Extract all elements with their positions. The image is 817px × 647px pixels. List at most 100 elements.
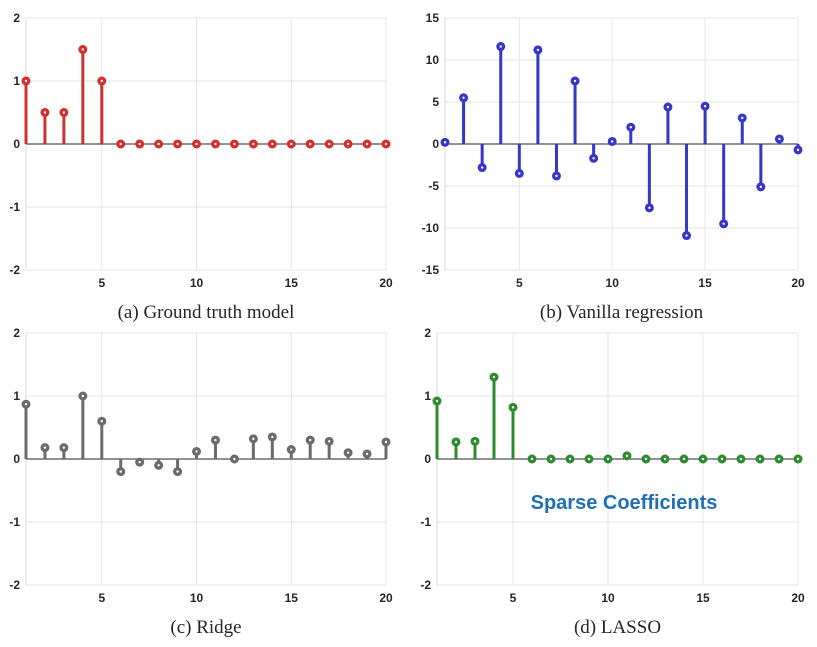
y-tick-label-a: 0: [13, 137, 20, 151]
y-tick-label-c: 2: [13, 326, 20, 340]
stem-marker-center-d: [701, 457, 705, 461]
stem-marker-center-a: [176, 142, 179, 146]
stem-marker-center-b: [462, 96, 465, 100]
stem-marker-center-c: [214, 438, 217, 442]
y-tick-label-d: 1: [424, 389, 431, 403]
x-tick-label-b: 15: [698, 276, 712, 290]
stem-marker-center-d: [549, 457, 553, 461]
stem-marker-center-c: [62, 446, 66, 449]
y-tick-label-b: 15: [426, 11, 440, 25]
stem-marker-center-d: [606, 457, 610, 461]
stem-marker-center-a: [271, 142, 274, 146]
stem-marker-center-c: [119, 470, 122, 473]
y-tick-label-b: 0: [432, 137, 439, 151]
x-tick-label-b: 20: [791, 276, 805, 290]
stem-marker-center-c: [81, 394, 85, 398]
x-tick-label-b: 10: [606, 276, 620, 290]
y-tick-label-b: -10: [422, 221, 440, 235]
x-tick-label-d: 5: [510, 591, 517, 605]
stem-marker-center-d: [777, 457, 781, 461]
stem-marker-center-c: [309, 438, 312, 442]
stem-marker-center-d: [739, 457, 743, 461]
stem-marker-center-b: [480, 166, 484, 169]
stem-marker-center-c: [195, 450, 198, 453]
stem-marker-center-c: [252, 437, 255, 441]
stem-marker-center-b: [573, 79, 577, 83]
stem-marker-center-c: [384, 440, 388, 444]
y-tick-label-a: 2: [13, 11, 20, 25]
stem-marker-center-a: [365, 142, 369, 146]
stem-marker-center-d: [454, 440, 458, 444]
x-tick-label-c: 20: [379, 591, 393, 605]
stem-marker-center-c: [346, 451, 350, 454]
stem-marker-center-d: [435, 399, 439, 403]
x-tick-label-c: 15: [285, 591, 299, 605]
x-tick-label-a: 20: [379, 276, 393, 290]
y-tick-label-c: -2: [9, 578, 20, 592]
y-tick-label-b: -15: [422, 263, 440, 277]
stem-marker-center-d: [796, 457, 800, 461]
y-tick-label-d: 2: [424, 326, 431, 340]
stem-marker-center-a: [62, 111, 66, 114]
x-tick-label-d: 15: [696, 591, 710, 605]
stem-marker-center-d: [511, 406, 515, 409]
stem-marker-center-c: [176, 470, 179, 473]
stem-marker-center-b: [518, 172, 521, 175]
panel-caption-c: (c) Ridge: [170, 617, 241, 638]
x-tick-label-d: 20: [791, 591, 805, 605]
stem-marker-center-d: [530, 457, 534, 461]
stem-marker-center-c: [271, 435, 274, 439]
y-tick-label-d: 0: [424, 452, 431, 466]
y-tick-label-b: 5: [432, 95, 439, 109]
stem-marker-center-c: [24, 402, 28, 406]
stem-marker-center-d: [473, 440, 477, 443]
y-tick-label-b: 10: [426, 53, 440, 67]
stem-marker-center-d: [625, 454, 629, 458]
panel-d: -2 -1 0 1 2 5 10 15 20 (d) LASSO Sparse Coefficien…: [420, 326, 805, 638]
panel-caption-a: (a) Ground truth model: [118, 302, 295, 323]
panel-caption-d: (d) LASSO: [574, 617, 661, 638]
stem-marker-center-d: [568, 457, 572, 461]
stem-marker-center-b: [648, 206, 651, 210]
stem-marker-center-b: [536, 48, 540, 52]
stem-marker-center-c: [138, 460, 141, 464]
stem-marker-center-b: [703, 105, 707, 108]
stem-marker-center-c: [365, 452, 369, 456]
stem-marker-center-d: [587, 457, 591, 461]
x-tick-label-a: 10: [190, 276, 204, 290]
stem-marker-center-d: [663, 457, 667, 461]
stem-marker-center-c: [233, 457, 236, 461]
stem-marker-center-b: [796, 148, 800, 152]
stem-marker-center-a: [214, 142, 217, 146]
x-tick-label-c: 5: [98, 591, 105, 605]
stem-marker-center-a: [346, 142, 350, 146]
y-tick-label-d: -2: [420, 578, 431, 592]
stem-marker-center-d: [720, 457, 724, 461]
x-tick-label-a: 5: [98, 276, 105, 290]
stem-marker-center-b: [555, 174, 558, 178]
stem-marker-center-b: [666, 105, 670, 109]
stem-marker-center-b: [722, 222, 725, 225]
panel-a: -2 -1 0 1 2 5 10 15 20 (a) Ground truth model: [9, 11, 393, 323]
y-tick-label-a: -2: [9, 263, 20, 277]
stem-marker-center-a: [24, 79, 28, 83]
x-tick-label-d: 10: [601, 591, 615, 605]
stem-marker-center-b: [629, 126, 632, 129]
panel-c: -2 -1 0 1 2 5 10 15 20 (c) Ridge: [9, 326, 393, 638]
stem-marker-center-b: [778, 137, 781, 141]
stem-marker-center-c: [157, 464, 160, 467]
stem-marker-center-b: [592, 157, 595, 160]
stem-marker-center-a: [309, 142, 312, 146]
y-tick-label-a: -1: [9, 200, 20, 214]
y-tick-label-a: 1: [13, 74, 20, 88]
stem-marker-center-a: [384, 142, 388, 146]
stem-marker-center-d: [492, 375, 496, 379]
stem-marker-center-b: [443, 141, 447, 144]
stem-marker-center-a: [195, 142, 198, 146]
stem-marker-center-c: [290, 448, 293, 451]
x-tick-label-a: 15: [285, 276, 299, 290]
stem-marker-center-d: [644, 457, 648, 461]
y-tick-label-c: 0: [13, 452, 20, 466]
y-tick-label-c: 1: [13, 389, 20, 403]
